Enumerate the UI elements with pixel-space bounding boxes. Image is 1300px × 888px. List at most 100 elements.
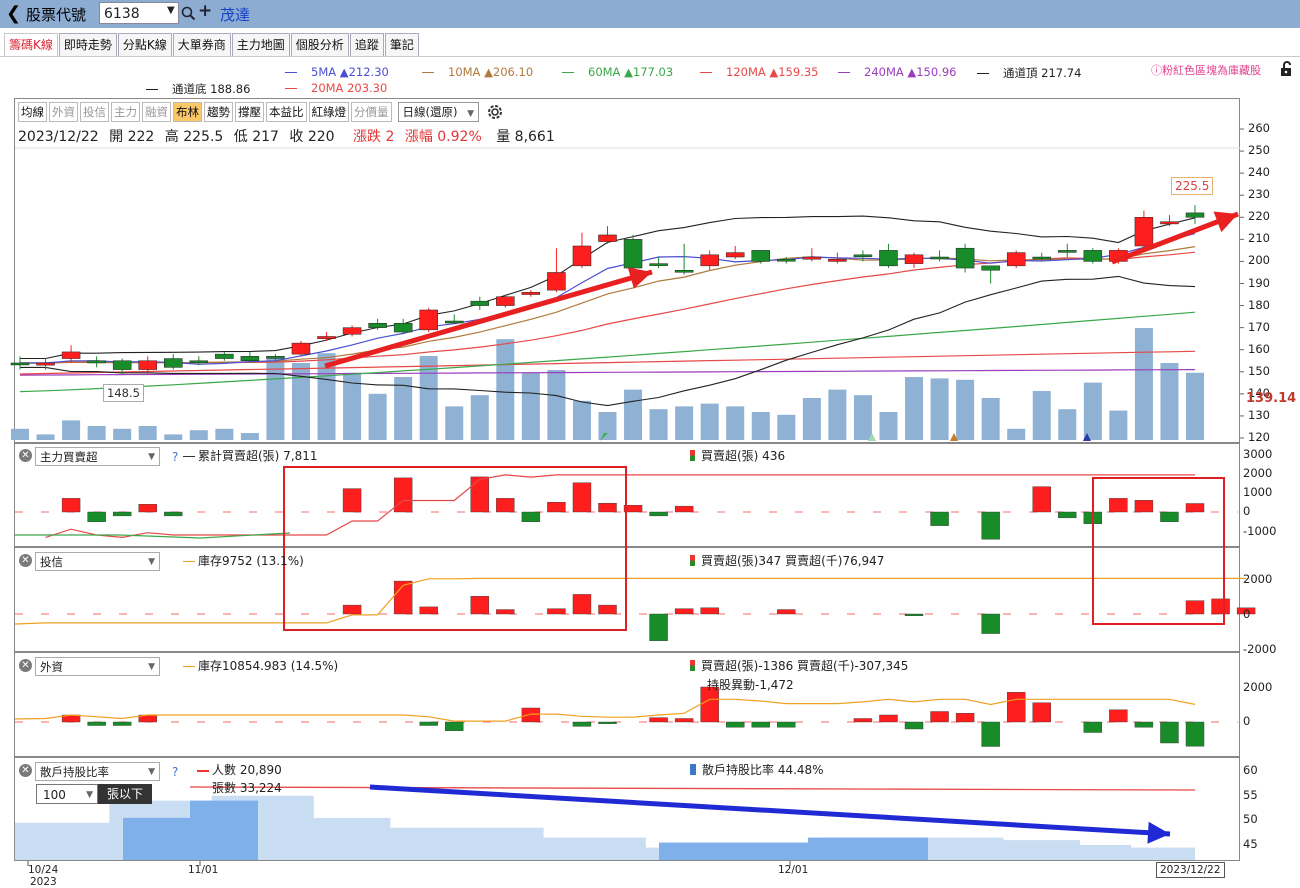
legend-ma20: 20MA 203.30 bbox=[285, 81, 387, 95]
price-tick: 230 bbox=[1248, 187, 1270, 202]
sub-axis-tick: 0 bbox=[1243, 607, 1251, 621]
indicator-support[interactable]: 撐壓 bbox=[235, 102, 264, 122]
gear-icon[interactable] bbox=[485, 102, 505, 122]
legend-ma10: 10MA ▲206.10 bbox=[422, 65, 533, 79]
indicator-toolbar: 均線 外資 投信 主力 融資 布林 趨勢 撐壓 本益比 紅綠燈 分價量 日線(還… bbox=[18, 102, 505, 122]
sub-axis-tick: 50 bbox=[1243, 812, 1258, 826]
price-tick: 130 bbox=[1248, 407, 1270, 422]
price-tick: 220 bbox=[1248, 209, 1270, 224]
tab-realtime[interactable]: 即時走勢 bbox=[58, 33, 117, 56]
close-icon[interactable]: ✕ bbox=[19, 659, 32, 672]
legend-ma5: 5MA ▲212.30 bbox=[285, 65, 389, 79]
sub-axis-tick: 2000 bbox=[1243, 680, 1273, 694]
legend-band-top: 通道頂 217.74 bbox=[977, 65, 1081, 81]
sub-axis-tick: -2000 bbox=[1243, 642, 1277, 656]
legend-ma120: 120MA ▲159.35 bbox=[700, 65, 818, 79]
stock-code-input[interactable]: 6138 bbox=[99, 2, 179, 24]
price-tick: 190 bbox=[1248, 275, 1270, 290]
sub-axis-tick: 2000 bbox=[1243, 466, 1273, 480]
trust-select[interactable]: 投信 ▼ bbox=[35, 552, 160, 571]
main-force-panel bbox=[14, 443, 1240, 547]
legend-band-bottom: 通道底 188.86 bbox=[146, 81, 250, 97]
price-tick: 250 bbox=[1248, 143, 1270, 158]
foreign-change-label: 持股異動-1,472 bbox=[707, 678, 794, 692]
price-tick: 240 bbox=[1248, 165, 1270, 180]
chevron-left-icon[interactable]: ❮ bbox=[6, 3, 22, 24]
unlock-icon[interactable] bbox=[1279, 61, 1295, 77]
indicator-main[interactable]: 主力 bbox=[111, 102, 140, 122]
indicator-ma[interactable]: 均線 bbox=[18, 102, 47, 122]
sub-axis-tick: 60 bbox=[1243, 763, 1258, 777]
high-badge: 225.5 bbox=[1171, 177, 1214, 195]
x-label-1201: 12/01 bbox=[778, 864, 809, 876]
price-tick: 170 bbox=[1248, 319, 1270, 334]
retail-ratio-label: 散戶持股比率 44.48% bbox=[690, 761, 824, 778]
tab-big-broker[interactable]: 大單券商 bbox=[172, 33, 231, 56]
x-label-year: 2023 bbox=[30, 876, 57, 888]
price-tick: 260 bbox=[1248, 121, 1270, 135]
price-tick: 160 bbox=[1248, 341, 1270, 356]
last-price-marker: 139.14 bbox=[1246, 391, 1297, 406]
top-bar: ❮ 股票代號 6138 ▼ + 茂達 bbox=[0, 0, 1300, 28]
legend-ma240: 240MA ▲150.96 bbox=[838, 65, 956, 79]
tab-branch-k[interactable]: 分點K線 bbox=[117, 33, 172, 56]
tab-bar: 籌碼K線 即時走勢 分點K線 大單券商 主力地圖 個股分析 追蹤 筆記 bbox=[4, 33, 420, 56]
indicator-bollinger[interactable]: 布林 bbox=[173, 102, 202, 122]
stock-name[interactable]: 茂達 bbox=[220, 6, 251, 24]
indicator-margin[interactable]: 融資 bbox=[142, 102, 171, 122]
indicator-trust[interactable]: 投信 bbox=[80, 102, 109, 122]
close-icon[interactable]: ✕ bbox=[19, 449, 32, 462]
indicator-traffic-light[interactable]: 紅綠燈 bbox=[308, 102, 349, 122]
quote-close: 收 220 bbox=[289, 129, 335, 145]
main-force-select[interactable]: 主力買賣超 ▼ bbox=[35, 447, 160, 466]
quote-volume: 量 8,661 bbox=[496, 129, 555, 145]
price-tick: 180 bbox=[1248, 297, 1270, 312]
quote-date: 2023/12/22 bbox=[18, 129, 99, 145]
indicator-pe[interactable]: 本益比 bbox=[266, 102, 307, 122]
retail-panel bbox=[14, 757, 1240, 861]
quote-change-pct: 漲幅 0.92% bbox=[404, 129, 482, 145]
threshold-select[interactable]: 100 ▼ bbox=[36, 784, 98, 804]
legend-ma60: 60MA ▲177.03 bbox=[562, 65, 673, 79]
low-badge: 148.5 bbox=[103, 384, 144, 402]
treasury-note: ⓘ粉紅色區塊為庫藏股 bbox=[1151, 64, 1261, 77]
foreign-buy-sell-label: 買賣超(張)-1386 買賣超(千)-307,345 bbox=[690, 657, 908, 674]
buy-sell-label: 買賣超(張) 436 bbox=[690, 447, 785, 464]
foreign-panel bbox=[14, 652, 1240, 757]
threshold-unit: 張以下 bbox=[98, 784, 152, 804]
tab-notes[interactable]: 筆記 bbox=[384, 33, 419, 56]
price-tick: 140 bbox=[1248, 385, 1270, 400]
add-icon[interactable]: + bbox=[198, 1, 213, 21]
retail-shares-label: 張數 33,224 bbox=[212, 781, 282, 795]
quote-high: 高 225.5 bbox=[164, 129, 224, 145]
quote-low: 低 217 bbox=[233, 129, 279, 145]
quote-info: 2023/12/22 開 222 高 225.5 低 217 收 220 漲跌 … bbox=[18, 126, 561, 146]
indicator-foreign[interactable]: 外資 bbox=[49, 102, 78, 122]
tab-track[interactable]: 追蹤 bbox=[349, 33, 384, 56]
help-icon[interactable]: ? bbox=[172, 450, 179, 464]
sub-axis-tick: 2000 bbox=[1243, 572, 1273, 586]
tab-main-map[interactable]: 主力地圖 bbox=[231, 33, 290, 56]
help-icon[interactable]: ? bbox=[172, 765, 179, 779]
indicator-price-volume[interactable]: 分價量 bbox=[351, 102, 392, 122]
foreign-holding-label: 庫存10854.983 (14.5%) bbox=[183, 657, 338, 674]
trust-buy-sell-label: 買賣超(張)347 買賣超(千)76,947 bbox=[690, 552, 884, 569]
sub-axis-tick: -1000 bbox=[1243, 524, 1277, 538]
indicator-trend[interactable]: 趨勢 bbox=[204, 102, 233, 122]
price-tick: 210 bbox=[1248, 231, 1270, 246]
stock-code-label: 股票代號 bbox=[26, 6, 87, 24]
close-icon[interactable]: ✕ bbox=[19, 764, 32, 777]
main-chart-panel bbox=[14, 98, 1240, 443]
retail-select[interactable]: 散戶持股比率 ▼ bbox=[35, 762, 160, 781]
price-tick: 150 bbox=[1248, 363, 1270, 378]
tab-chip-k[interactable]: 籌碼K線 bbox=[4, 33, 58, 56]
foreign-select[interactable]: 外資 ▼ bbox=[35, 657, 160, 676]
cum-buy-sell-label: 累計買賣超(張) 7,811 bbox=[183, 447, 318, 464]
tab-analysis[interactable]: 個股分析 bbox=[290, 33, 349, 56]
sub-axis-tick: 0 bbox=[1243, 714, 1251, 728]
close-icon[interactable]: ✕ bbox=[19, 554, 32, 567]
sub-axis-tick: 45 bbox=[1243, 837, 1258, 851]
chevron-down-icon[interactable]: ▼ bbox=[167, 5, 175, 16]
frequency-select[interactable]: 日線(還原) ▼ bbox=[397, 102, 480, 122]
search-icon[interactable] bbox=[181, 5, 197, 23]
